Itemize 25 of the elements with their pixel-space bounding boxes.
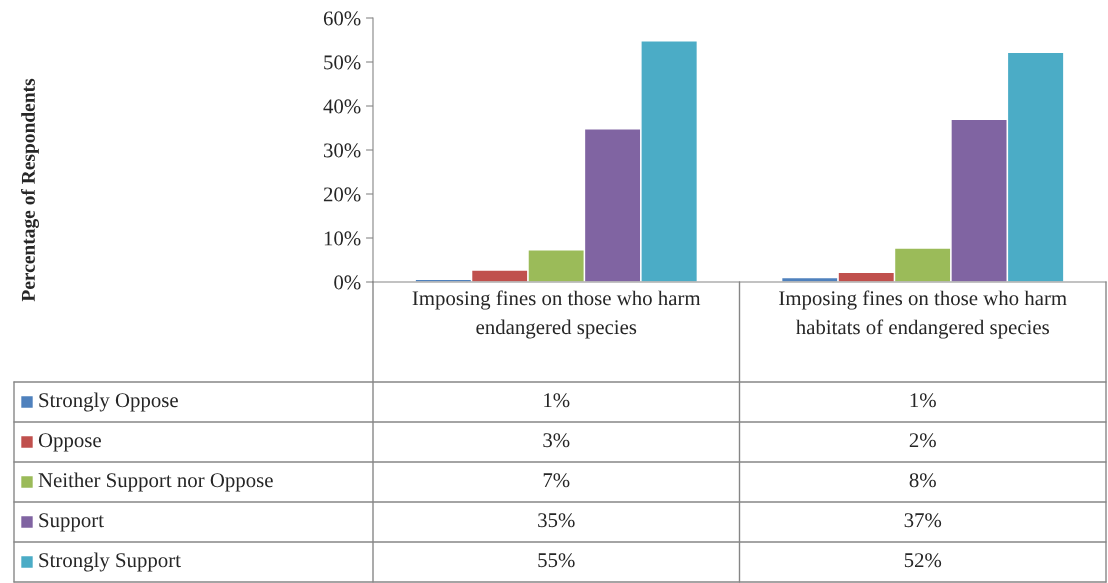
data-label: 35% (538, 513, 575, 528)
text: Percentage of Respondents (21, 78, 39, 302)
data-label: 1% (544, 393, 570, 408)
y-tick-label: 10% (324, 231, 361, 246)
data-label: 3% (543, 433, 570, 448)
data-label: 1% (910, 393, 936, 408)
data-label: 2% (909, 433, 936, 448)
legend-label: Strongly Oppose (39, 392, 178, 412)
y-tick-label: 60% (323, 11, 361, 26)
y-tick-label: 30% (324, 143, 361, 158)
legend-label: Support (39, 513, 104, 532)
data-label: 55% (538, 553, 575, 568)
data-label: 37% (904, 513, 942, 528)
legend-label: Strongly Support (39, 552, 181, 572)
y-tick-label: 40% (323, 99, 361, 114)
x-tick-label: Imposing fines on those who harm habitats of endangered species (779, 290, 1067, 339)
data-label: 8% (909, 473, 936, 488)
legend-label: Oppose (38, 433, 101, 452)
legend-label: Neither Support nor Oppose (38, 472, 273, 492)
data-label: 7% (543, 473, 570, 488)
data-label: 52% (904, 553, 942, 568)
y-tick-label: 20% (323, 187, 361, 202)
x-tick-label: Imposing fines on those who harm endangered species (412, 290, 701, 339)
y-tick-label: 50% (324, 55, 361, 70)
y-tick-label: 0% (334, 275, 361, 290)
